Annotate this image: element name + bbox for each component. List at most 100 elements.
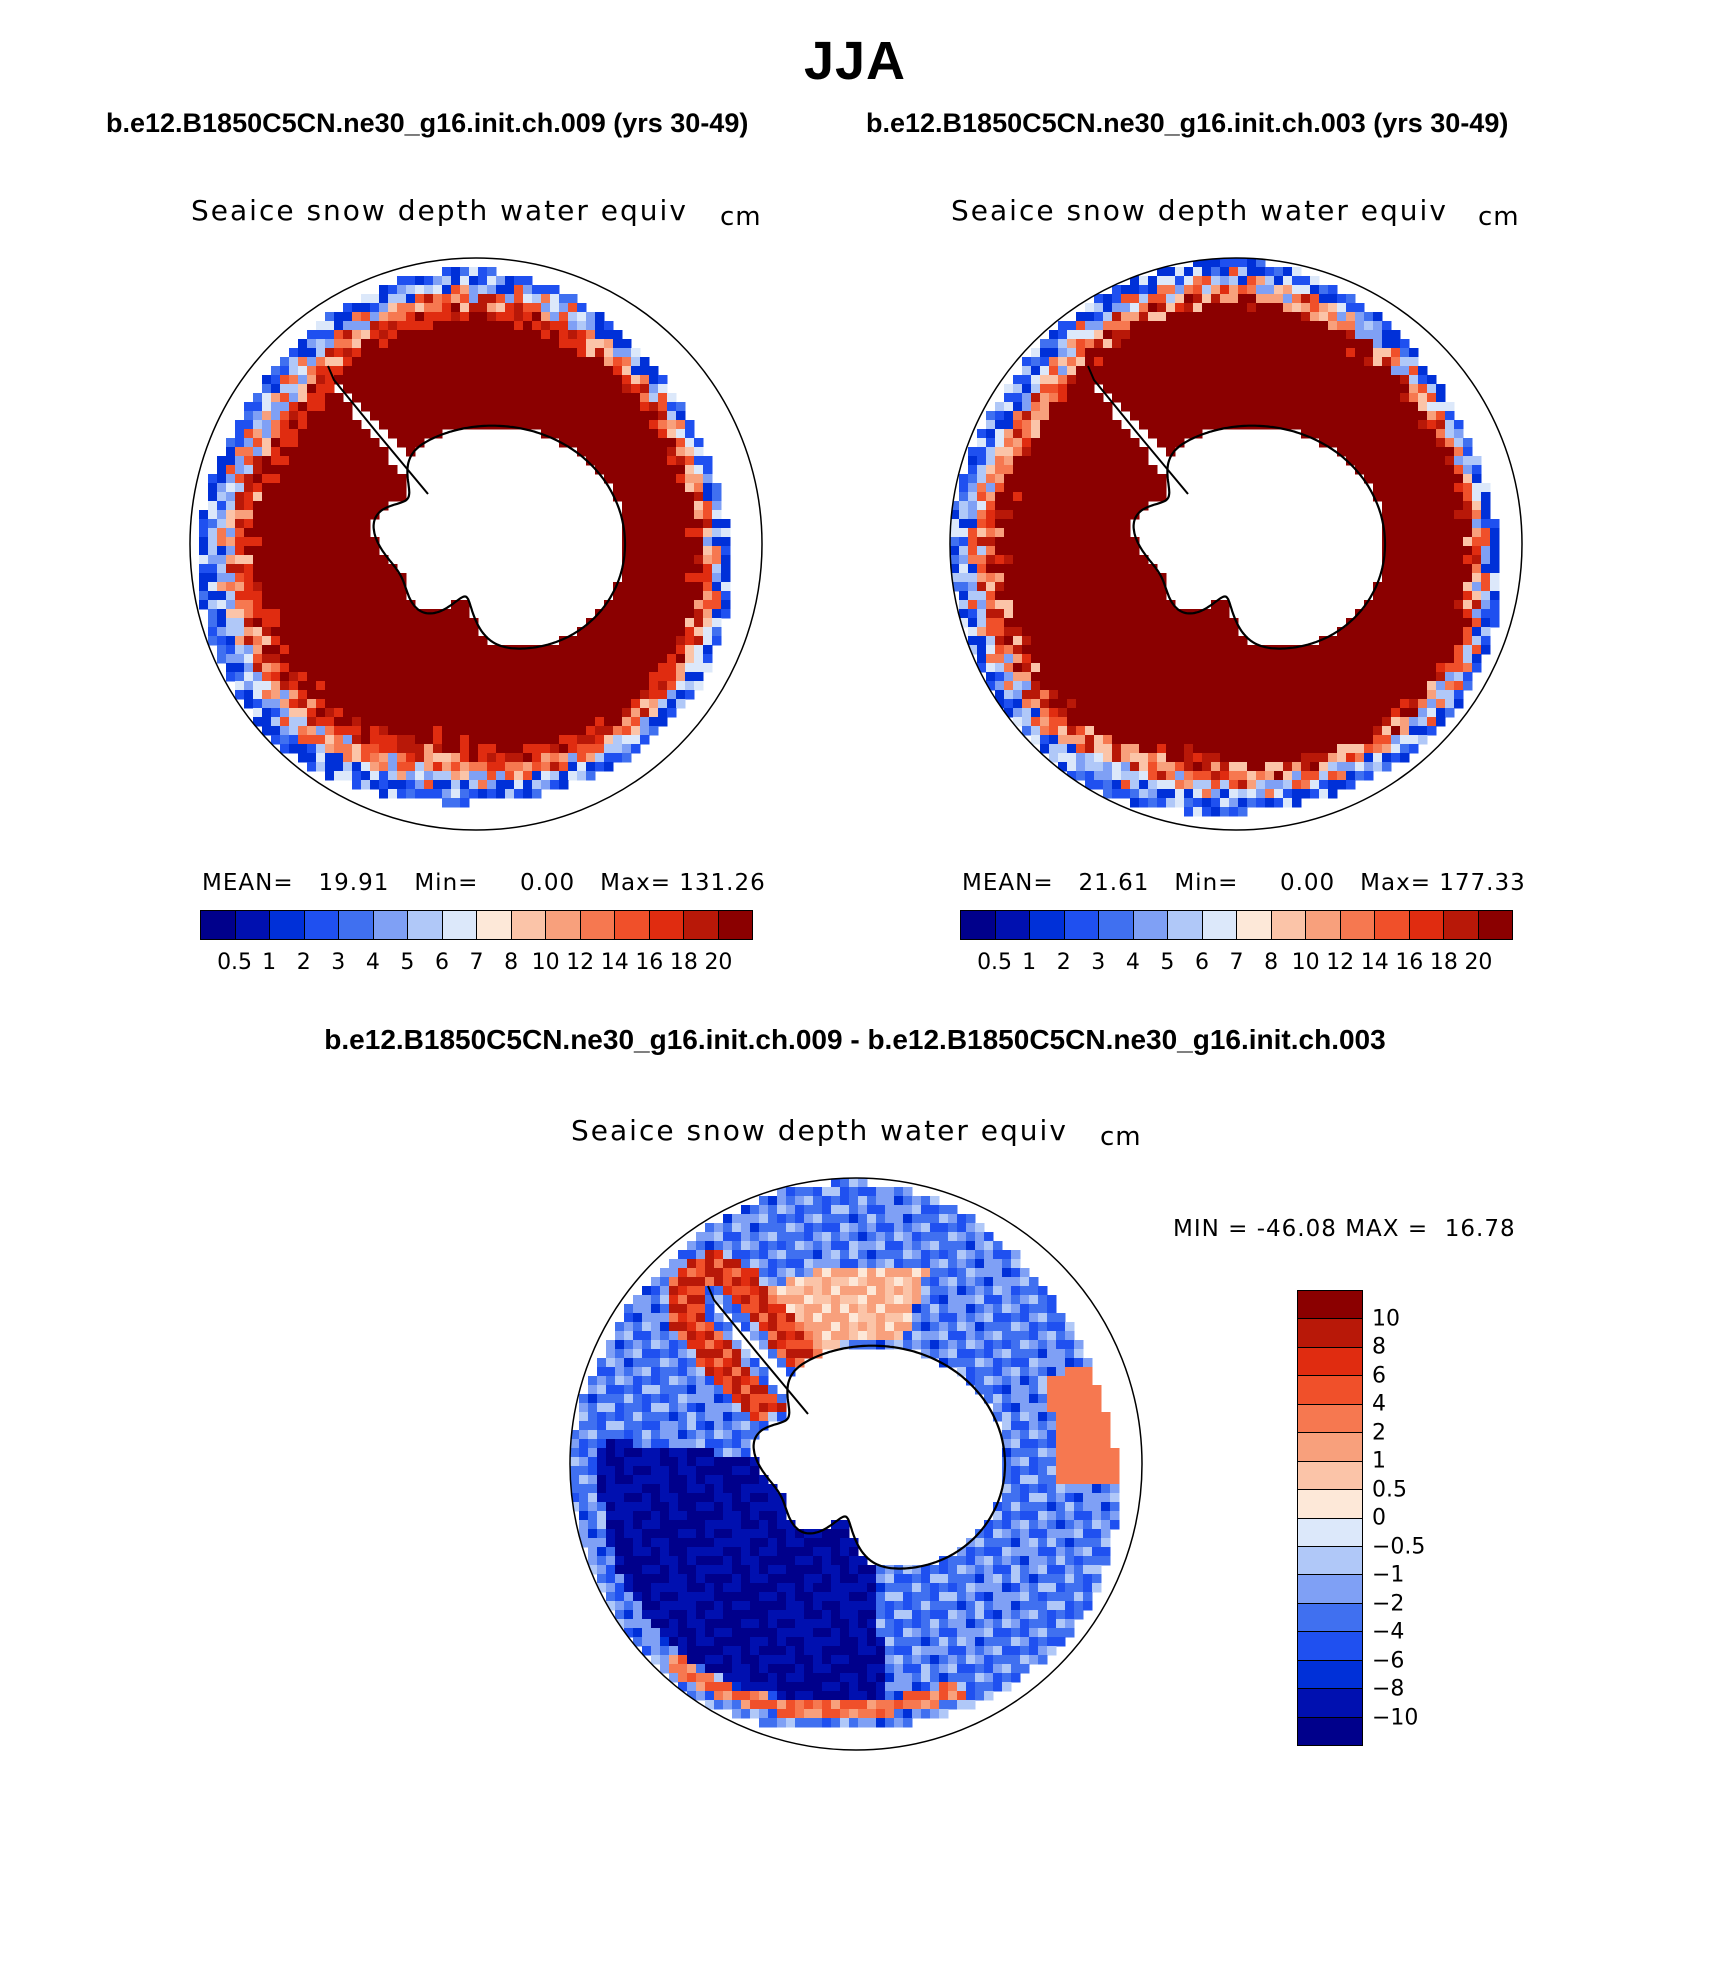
field-cell: [1274, 654, 1284, 664]
field-cell: [469, 366, 479, 376]
field-cell: [451, 627, 461, 637]
field-cell: [289, 357, 299, 367]
field-cell: [840, 1214, 850, 1224]
field-cell: [559, 717, 569, 727]
field-cell: [262, 672, 272, 682]
field-cell: [361, 672, 371, 682]
field-cell: [622, 726, 632, 736]
field-cell: [271, 627, 281, 637]
field-cell: [1265, 789, 1275, 799]
field-cell: [1166, 681, 1176, 691]
field-cell: [667, 690, 677, 700]
field-cell: [541, 681, 551, 691]
field-cell: [1301, 321, 1311, 331]
field-cell: [676, 429, 686, 439]
field-cell: [986, 591, 996, 601]
field-cell: [325, 429, 335, 439]
field-cell: [460, 771, 470, 781]
field-cell: [1058, 384, 1068, 394]
field-cell: [1310, 384, 1320, 394]
field-cell: [514, 276, 524, 286]
field-cell: [451, 348, 461, 358]
field-cell: [1310, 789, 1320, 799]
field-cell: [1184, 726, 1194, 736]
field-cell: [1193, 717, 1203, 727]
field-cell: [523, 708, 533, 718]
field-cell: [1130, 645, 1140, 655]
field-cell: [1058, 357, 1068, 367]
field-cell: [415, 609, 425, 619]
field-cell: [1193, 672, 1203, 682]
field-cell: [1202, 609, 1212, 619]
field-cell: [478, 708, 488, 718]
field-cell: [415, 618, 425, 628]
field-cell: [541, 672, 551, 682]
field-cell: [1067, 600, 1077, 610]
field-cell: [1409, 681, 1419, 691]
field-cell: [226, 600, 236, 610]
field-cell: [1382, 744, 1392, 754]
field-cell: [514, 375, 524, 385]
field-cell: [487, 393, 497, 403]
field-cell: [334, 672, 344, 682]
field-cell: [1247, 681, 1257, 691]
field-cell: [352, 699, 362, 709]
field-cell: [280, 582, 290, 592]
field-cell: [541, 375, 551, 385]
field-cell: [622, 591, 632, 601]
field-cell: [1103, 582, 1113, 592]
field-cell: [649, 402, 659, 412]
field-cell: [1319, 384, 1329, 394]
field-cell: [1166, 780, 1176, 790]
field-cell: [1004, 384, 1014, 394]
field-cell: [1040, 528, 1050, 538]
field-cell: [1067, 339, 1077, 349]
field-cell: [1472, 627, 1482, 637]
field-cell: [433, 690, 443, 700]
field-cell: [532, 690, 542, 700]
field-cell: [1400, 627, 1410, 637]
field-cell: [1031, 726, 1041, 736]
panel3-polar-map: [569, 1177, 1143, 1751]
field-cell: [604, 654, 614, 664]
field-cell: [1274, 789, 1284, 799]
field-cell: [343, 699, 353, 709]
field-cell: [1220, 267, 1230, 277]
field-cell: [379, 654, 389, 664]
field-cell: [415, 690, 425, 700]
field-cell: [397, 285, 407, 295]
field-cell: [1130, 348, 1140, 358]
field-cell: [1058, 681, 1068, 691]
field-cell: [505, 753, 515, 763]
field-cell: [334, 528, 344, 538]
field-cell: [415, 708, 425, 718]
field-cell: [1220, 600, 1230, 610]
field-cell: [1337, 645, 1347, 655]
field-cell: [361, 339, 371, 349]
field-cell: [379, 312, 389, 322]
field-cell: [1013, 645, 1023, 655]
field-cell: [577, 366, 587, 376]
field-cell: [1121, 600, 1131, 610]
field-cell: [977, 483, 987, 493]
field-cell: [271, 411, 281, 421]
field-cell: [271, 573, 281, 583]
field-cell: [1310, 321, 1320, 331]
field-cell: [370, 627, 380, 637]
field-cell: [631, 672, 641, 682]
field-cell: [631, 699, 641, 709]
field-cell: [262, 645, 272, 655]
field-cell: [1085, 735, 1095, 745]
field-cell: [1175, 285, 1185, 295]
field-cell: [316, 438, 326, 448]
field-cell: [487, 672, 497, 682]
field-cell: [433, 636, 443, 646]
field-cell: [1121, 672, 1131, 682]
field-cell: [1148, 771, 1158, 781]
field-cell: [1013, 537, 1023, 547]
colorbar-swatch: [1306, 911, 1341, 939]
field-cell: [361, 384, 371, 394]
field-cell: [343, 411, 353, 421]
map-boundary: [949, 257, 1523, 831]
field-cell: [1427, 375, 1437, 385]
